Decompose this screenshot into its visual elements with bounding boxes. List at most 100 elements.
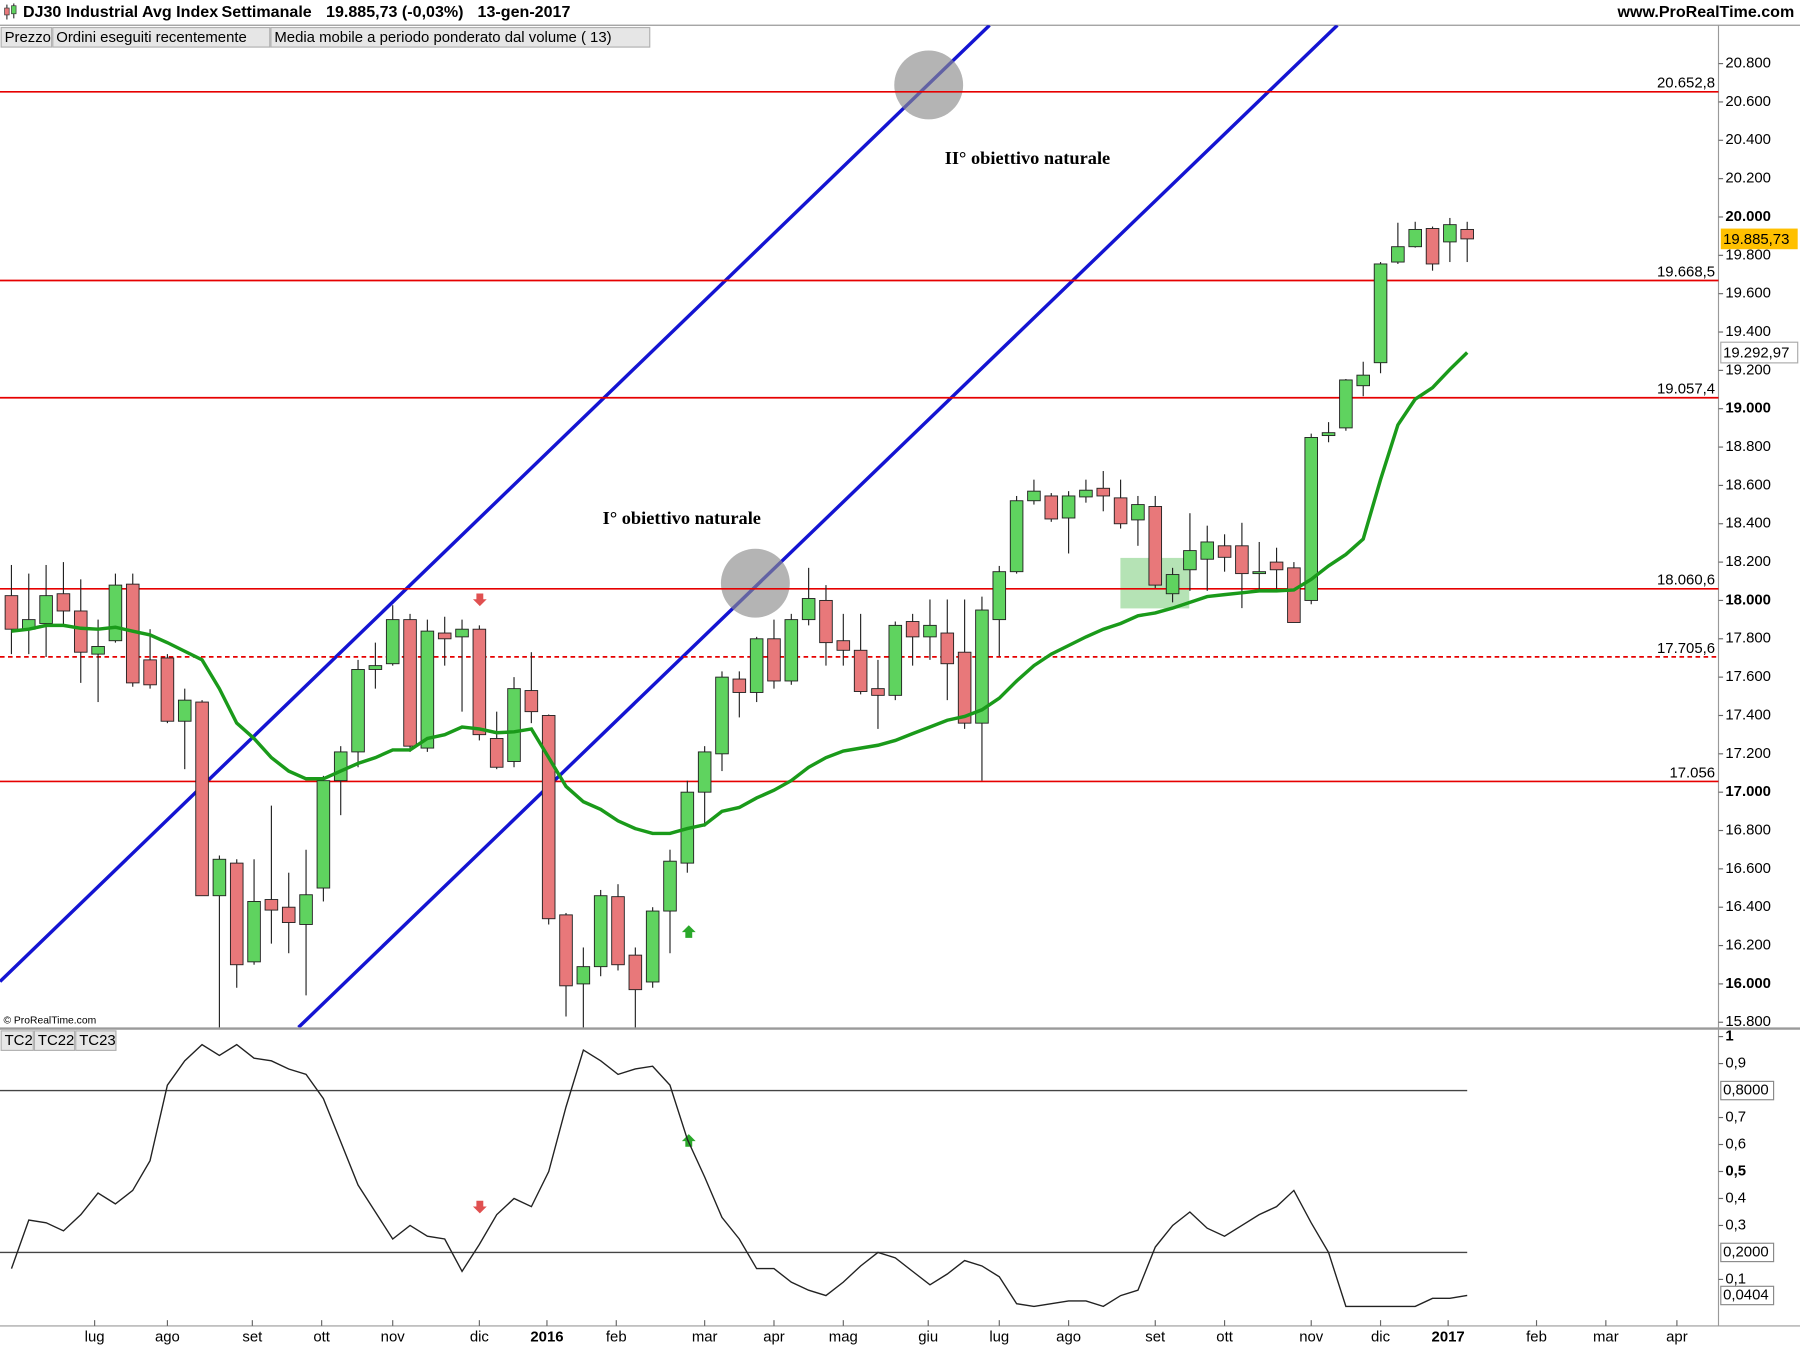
candle-body	[888, 624, 903, 696]
x-tick-label: lug	[85, 1328, 105, 1345]
y-tick-label: 18.000	[1725, 591, 1771, 608]
candle-body	[715, 676, 729, 755]
candle-body	[1183, 550, 1197, 571]
y-tick-label: 19.400	[1725, 323, 1771, 340]
candle-body	[1269, 561, 1284, 571]
candle-body	[1148, 506, 1163, 586]
candle-body	[1287, 567, 1301, 623]
candle-body	[1304, 437, 1319, 601]
target-circle	[894, 50, 964, 120]
legend-orders[interactable]: Ordini eseguiti recentemente	[56, 29, 247, 46]
y-tick-label: 20.600	[1725, 93, 1771, 110]
tab-button[interactable]	[33, 1030, 76, 1051]
candle-body	[1079, 489, 1093, 498]
candle-body	[316, 780, 331, 889]
x-tick-label: dic	[470, 1328, 490, 1345]
level-tag	[1720, 1242, 1775, 1263]
candle-body	[333, 751, 348, 782]
level-label: 18.060,6	[1657, 572, 1715, 589]
x-tick-label: feb	[1526, 1328, 1547, 1345]
x-tick-label: ott	[1216, 1328, 1233, 1345]
trend-line	[0, 25, 991, 983]
site: www.ProRealTime.com	[1617, 3, 1795, 21]
candle-body	[455, 628, 469, 638]
x-tick-label: mar	[1593, 1328, 1619, 1345]
trend-line	[297, 25, 1339, 1028]
y-tick-label: 0,6	[1725, 1135, 1746, 1152]
candle-body	[645, 910, 660, 983]
candle-body	[264, 899, 279, 911]
candle-body	[1460, 228, 1474, 240]
candle-body	[940, 632, 955, 665]
candle-body	[628, 954, 643, 991]
y-tick-label: 19.000	[1725, 400, 1771, 417]
tab-button[interactable]	[75, 1030, 117, 1051]
tab-button[interactable]	[0, 1030, 34, 1051]
candle-body	[403, 619, 417, 747]
candle-body	[1096, 487, 1111, 497]
legend-button[interactable]	[0, 26, 53, 48]
level-label: 17.056	[1669, 764, 1715, 781]
y-tick-label: 17.800	[1725, 630, 1771, 647]
x-tick-label: mag	[829, 1328, 858, 1345]
candle-body	[1339, 379, 1353, 429]
candle-body	[420, 630, 435, 749]
candle-body	[1165, 574, 1180, 595]
x-tick-label: ott	[313, 1328, 330, 1345]
candle-body	[108, 584, 123, 642]
candle-body	[784, 619, 799, 682]
candle-body	[177, 699, 192, 722]
candle-body	[351, 669, 365, 753]
y-tick-label: 17.200	[1725, 745, 1771, 762]
level-label: 17.705,6	[1657, 640, 1715, 657]
level-label: 19.668,5	[1657, 263, 1715, 280]
vwma-line	[11, 351, 1469, 836]
y-tick-label: 16.400	[1725, 898, 1771, 915]
candle-body	[507, 688, 521, 762]
candle-body	[1009, 500, 1024, 573]
buy-arrow	[681, 925, 696, 938]
level-tag	[1720, 1080, 1775, 1101]
candle-body	[91, 645, 105, 655]
candle-body	[1061, 495, 1076, 519]
tab[interactable]: TC22	[38, 1032, 74, 1049]
y-tick-label: 19.600	[1725, 285, 1771, 302]
y-tick-label: 16.200	[1725, 936, 1771, 953]
candle-body	[39, 595, 53, 624]
candle-body	[489, 738, 504, 768]
x-tick-label: 2016	[530, 1328, 563, 1345]
candle-body	[1408, 228, 1422, 248]
y-tick-label: 20.000	[1725, 208, 1771, 225]
tab[interactable]: TC23	[79, 1032, 115, 1049]
y-tick-label: 16.000	[1725, 975, 1771, 992]
header-bar	[0, 0, 1800, 26]
y-tick-label: 0,3	[1725, 1216, 1746, 1233]
legend-price[interactable]: Prezzo	[5, 29, 51, 46]
candle-body	[524, 690, 539, 713]
indicator-tag	[1720, 1285, 1775, 1306]
candle-body	[229, 862, 244, 966]
candle-body	[853, 649, 868, 692]
x-tick-label: apr	[1666, 1328, 1688, 1345]
y-tick-label: 18.600	[1725, 476, 1771, 493]
candle-body	[368, 665, 383, 670]
candle-body	[697, 751, 712, 793]
candle-body	[1391, 246, 1405, 263]
legend-button[interactable]	[270, 26, 651, 48]
x-tick-label: feb	[606, 1328, 627, 1345]
legend-vwma[interactable]: Media mobile a periodo ponderato dal vol…	[274, 29, 611, 46]
order-arrows	[472, 593, 696, 1214]
y-tick-label: 0,7	[1725, 1108, 1746, 1125]
x-tick-label: lug	[989, 1328, 1009, 1345]
indicator-label: 0,0404	[1723, 1286, 1769, 1303]
tab[interactable]: TC2	[5, 1032, 33, 1049]
legend-button[interactable]	[52, 26, 271, 48]
candle-body	[1356, 374, 1370, 387]
y-tick-label: 16.600	[1725, 860, 1771, 877]
price-panel	[0, 90, 1719, 1028]
y-tick-label: 18.200	[1725, 553, 1771, 570]
candle-body	[143, 659, 157, 686]
y-tick-label: 0,9	[1725, 1055, 1746, 1072]
candle-body	[957, 651, 972, 724]
